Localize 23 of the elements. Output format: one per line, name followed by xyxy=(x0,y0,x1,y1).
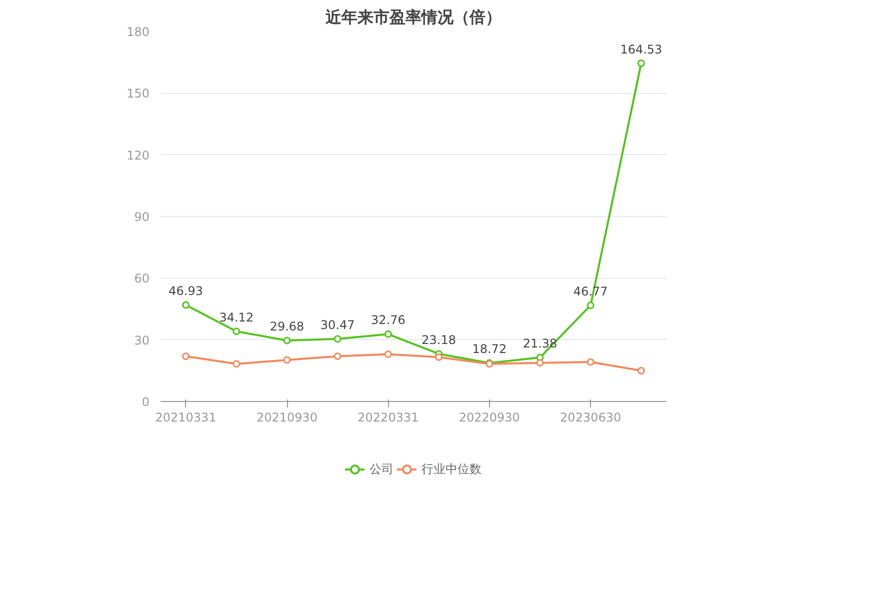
y-tick-label: 0 xyxy=(142,395,150,409)
legend-label: 行业中位数 xyxy=(422,460,482,478)
x-tick-label: 20220930 xyxy=(458,410,520,424)
x-tick-label: 20220331 xyxy=(358,410,419,424)
x-tick-label: 20210930 xyxy=(256,410,318,424)
data-label: 29.68 xyxy=(270,319,304,334)
legend-label: 公司 xyxy=(370,460,394,478)
data-label: 164.53 xyxy=(620,42,662,56)
x-tick-label: 20210331 xyxy=(155,410,216,424)
data-label: 30.47 xyxy=(320,318,355,332)
data-label: 34.12 xyxy=(219,310,254,324)
y-tick-label: 60 xyxy=(134,272,150,286)
x-tick-label: 20230630 xyxy=(560,410,622,424)
y-tick-label: 30 xyxy=(134,333,150,348)
data-label: 18.72 xyxy=(472,342,507,356)
y-tick-label: 180 xyxy=(126,25,150,39)
chart-title: 近年来市盈率情况（倍） xyxy=(324,8,502,26)
y-tick-label: 90 xyxy=(134,210,150,224)
data-label: 23.18 xyxy=(422,332,456,347)
y-tick-label: 120 xyxy=(126,148,150,162)
y-tick-label: 150 xyxy=(126,86,150,101)
data-label: 46.93 xyxy=(168,284,203,298)
data-label: 32.76 xyxy=(371,313,406,328)
